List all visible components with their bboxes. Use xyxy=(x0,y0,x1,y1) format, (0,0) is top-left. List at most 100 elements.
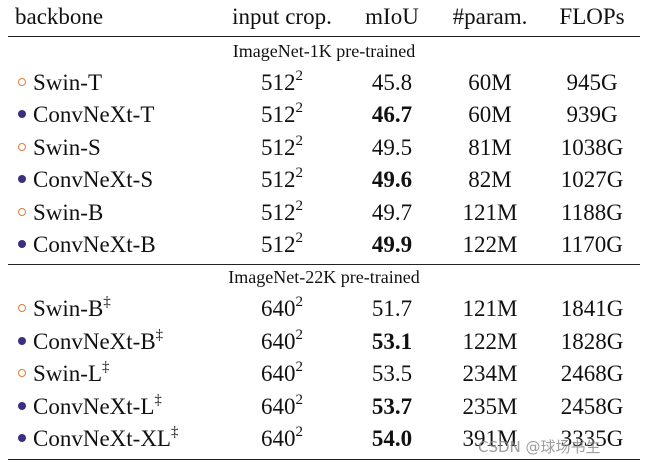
crop-exp: 2 xyxy=(295,359,304,376)
name-text: ConvNeXt-L xyxy=(33,393,155,419)
miou: 49.6 xyxy=(371,167,413,193)
header-rule xyxy=(8,36,640,37)
name-text: Swin-B xyxy=(33,296,104,322)
crop-base: 512 xyxy=(261,232,296,257)
crop-base: 640 xyxy=(261,328,296,354)
input-crop: 5122 xyxy=(261,100,304,128)
miou: 53.1 xyxy=(371,328,413,354)
backbone-name: Swin-L‡ xyxy=(33,359,110,387)
bottom-rule xyxy=(8,459,640,461)
backbone-name: ConvNeXt-T xyxy=(33,103,154,126)
column-header: #param. xyxy=(452,4,528,29)
backbone-name: Swin-S xyxy=(33,136,101,159)
params: 235M xyxy=(462,393,518,419)
backbone-name: Swin-B xyxy=(33,201,103,224)
name-text: ConvNeXt-S xyxy=(33,167,154,193)
name-mark: ‡ xyxy=(103,294,111,311)
crop-exp: 2 xyxy=(295,197,304,214)
flops: 939G xyxy=(566,102,618,128)
open-marker xyxy=(18,207,26,216)
section-rule xyxy=(8,264,640,266)
flops: 1841G xyxy=(560,296,624,322)
filled-marker xyxy=(18,240,26,248)
filled-marker xyxy=(18,434,26,442)
filled-marker xyxy=(18,110,26,119)
params: 121M xyxy=(462,296,518,322)
params: 60M xyxy=(468,102,512,128)
name-text: Swin-T xyxy=(33,70,102,95)
miou: 49.5 xyxy=(371,134,413,160)
crop-exp: 2 xyxy=(295,165,304,182)
params: 234M xyxy=(462,361,518,387)
filled-marker xyxy=(18,336,26,345)
miou: 51.7 xyxy=(371,296,413,322)
crop-exp: 2 xyxy=(295,68,304,84)
params: 391M xyxy=(462,426,518,451)
crop-exp: 2 xyxy=(295,424,304,440)
crop-base: 640 xyxy=(261,426,296,451)
name-text: ConvNeXt-XL xyxy=(33,426,171,451)
backbone-name: ConvNeXt-B xyxy=(33,233,156,256)
backbone-name: ConvNeXt-S xyxy=(33,168,153,191)
backbone-name: ConvNeXt-L‡ xyxy=(33,391,162,419)
input-crop: 6402 xyxy=(261,391,304,419)
section-title: ImageNet-1K pre-trained xyxy=(232,41,416,61)
flops: 945G xyxy=(566,70,618,95)
params: 81M xyxy=(468,134,512,160)
crop-base: 640 xyxy=(261,393,296,419)
input-crop: 6402 xyxy=(261,294,304,321)
backbone-name: Swin-B‡ xyxy=(33,294,111,322)
miou: 45.8 xyxy=(371,70,413,95)
crop-base: 512 xyxy=(261,134,296,160)
open-marker xyxy=(18,78,26,86)
miou: 49.7 xyxy=(371,199,413,225)
flops: 1027G xyxy=(560,167,624,193)
flops: 1188G xyxy=(561,199,623,225)
column-header: backbone xyxy=(15,4,104,29)
section-title: ImageNet-22K pre-trained xyxy=(228,267,420,288)
column-header: FLOPs xyxy=(559,4,625,29)
input-crop: 6402 xyxy=(261,424,304,451)
crop-exp: 2 xyxy=(295,326,304,343)
params: 60M xyxy=(468,70,512,95)
crop-exp: 2 xyxy=(295,100,304,117)
crop-exp: 2 xyxy=(295,294,304,311)
flops: 3335G xyxy=(560,426,624,451)
crop-base: 512 xyxy=(261,102,296,128)
input-crop: 5122 xyxy=(261,230,304,257)
name-text: Swin-B xyxy=(33,199,104,225)
miou: 49.9 xyxy=(371,232,413,257)
crop-exp: 2 xyxy=(295,391,304,408)
params: 121M xyxy=(462,199,518,225)
miou: 53.5 xyxy=(371,361,413,387)
name-mark: ‡ xyxy=(102,359,110,376)
params: 82M xyxy=(468,167,512,193)
crop-base: 640 xyxy=(261,361,296,387)
filled-marker xyxy=(18,175,26,184)
miou: 54.0 xyxy=(371,426,413,451)
name-mark: ‡ xyxy=(155,326,164,343)
open-marker xyxy=(18,142,26,151)
name-text: Swin-L xyxy=(33,361,102,387)
open-marker xyxy=(18,304,26,313)
crop-base: 512 xyxy=(261,167,296,193)
input-crop: 5122 xyxy=(261,68,304,95)
input-crop: 5122 xyxy=(261,165,304,193)
flops: 1038G xyxy=(560,134,624,160)
name-text: ConvNeXt-B xyxy=(33,328,156,354)
name-text: ConvNeXt-B xyxy=(33,232,156,257)
backbone-name: ConvNeXt-XL‡ xyxy=(33,425,178,451)
input-crop: 5122 xyxy=(261,197,304,225)
crop-base: 512 xyxy=(261,199,296,225)
flops: 1170G xyxy=(561,232,623,257)
crop-base: 512 xyxy=(261,70,296,95)
column-header: mIoU xyxy=(365,4,419,29)
params: 122M xyxy=(462,232,518,257)
column-header: input crop. xyxy=(232,4,332,29)
crop-exp: 2 xyxy=(295,230,304,246)
flops: 1828G xyxy=(560,328,624,354)
name-mark: ‡ xyxy=(154,391,162,408)
filled-marker xyxy=(18,401,26,410)
backbone-name: ConvNeXt-B‡ xyxy=(33,326,164,354)
miou: 46.7 xyxy=(371,102,413,128)
